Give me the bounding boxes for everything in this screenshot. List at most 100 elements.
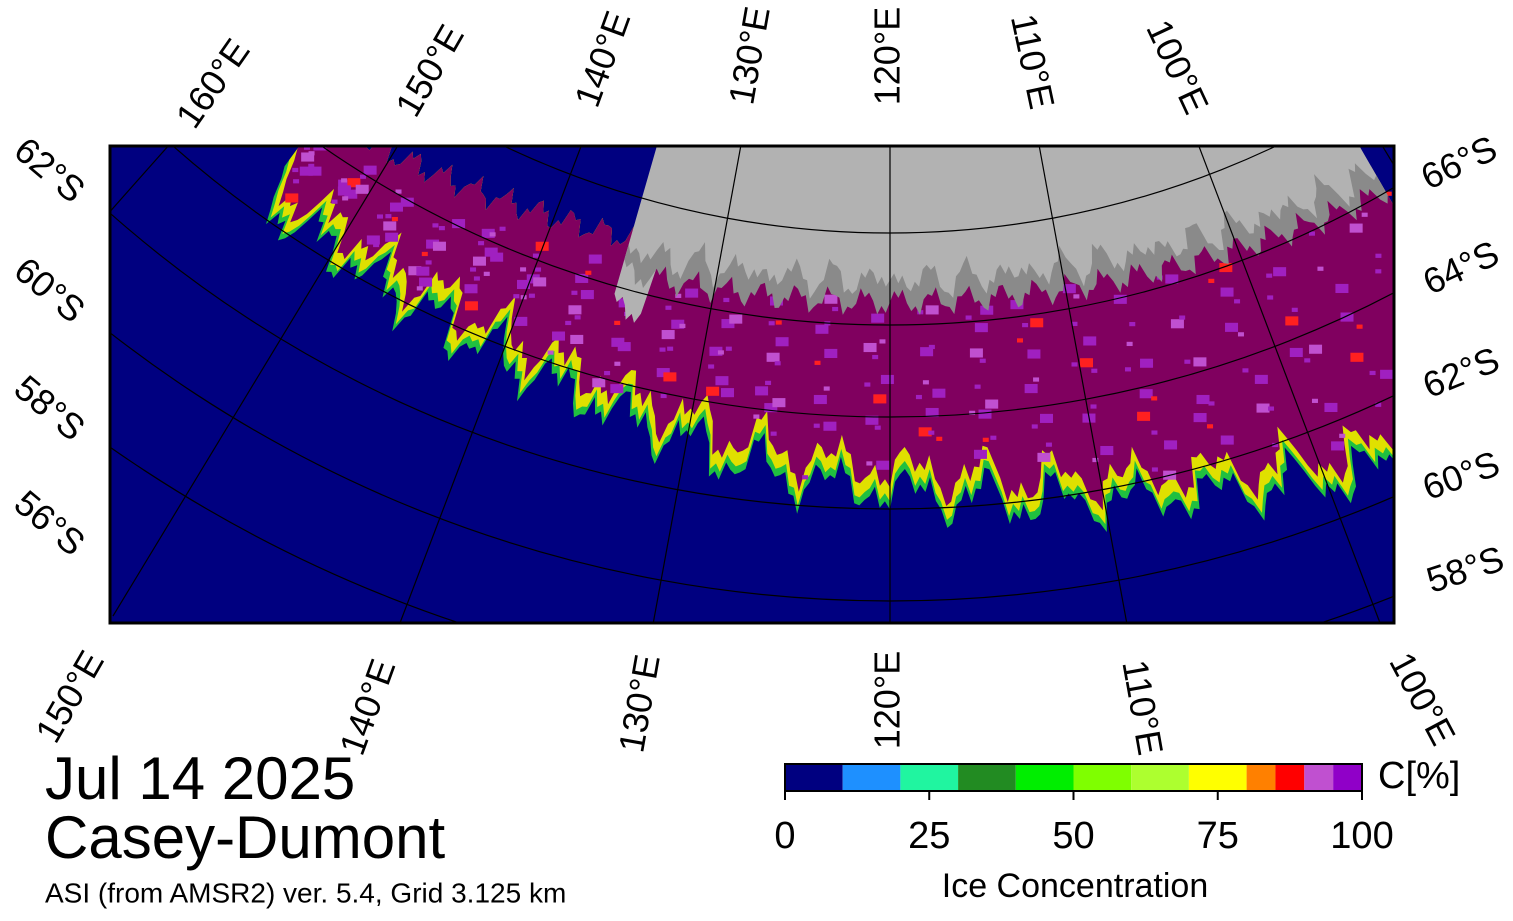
- ice-patch: [514, 316, 528, 326]
- colorbar-tick-label: 50: [1052, 815, 1094, 857]
- region: Casey-Dumont: [45, 804, 445, 871]
- meridian: [112, 146, 399, 617]
- ice-patch: [383, 221, 397, 231]
- ice-patch: [1289, 347, 1303, 358]
- ice-patch: [472, 256, 486, 266]
- ice-patch: [1037, 452, 1051, 462]
- ice-patch: [1404, 321, 1417, 330]
- ice-patch: [565, 320, 572, 326]
- coordinate-label: 62°S: [7, 129, 93, 211]
- ice-patch: [965, 315, 972, 320]
- ice-patch: [610, 384, 624, 394]
- ice-patch: [1033, 377, 1040, 382]
- ice-patch: [969, 348, 983, 358]
- ice-patch: [978, 409, 992, 419]
- ice-patch: [1375, 402, 1382, 407]
- ice-patch: [721, 388, 735, 398]
- ice-patch: [1080, 358, 1094, 368]
- ice-patch: [592, 378, 606, 388]
- ice-patch: [395, 189, 402, 194]
- colorbar-segment: [1275, 764, 1305, 791]
- colorbar-tick-label: 25: [908, 815, 950, 857]
- ice-patch: [775, 337, 789, 347]
- coordinate-label: 100°E: [1138, 13, 1217, 120]
- ice-patch: [824, 348, 838, 359]
- ice-patch: [1124, 367, 1131, 372]
- ice-patch: [768, 321, 775, 326]
- ice-patch: [292, 167, 299, 173]
- ice-patch: [1193, 413, 1207, 423]
- coordinate-label: 60°S: [1417, 443, 1505, 508]
- ice-patch: [574, 315, 581, 320]
- ice-patch: [832, 306, 839, 312]
- ice-patch: [293, 179, 300, 184]
- ice-patch: [614, 320, 621, 326]
- ice-patch: [483, 271, 490, 276]
- ice-patch: [426, 239, 440, 249]
- ice-patch: [580, 290, 594, 300]
- ice-patch: [1268, 406, 1275, 411]
- ice-patch: [308, 151, 315, 156]
- ice-patch: [614, 361, 621, 366]
- ice-patch: [709, 346, 723, 356]
- ice-patch: [1022, 323, 1029, 328]
- ice-patch: [1242, 368, 1249, 373]
- coordinate-label: 62°S: [1417, 339, 1505, 406]
- ice-patch: [363, 165, 377, 175]
- ice-patch: [547, 350, 554, 355]
- ice-patch: [873, 394, 887, 404]
- ice-patch: [1331, 441, 1345, 451]
- ice-patch: [928, 430, 935, 435]
- ice-patch: [1024, 384, 1038, 394]
- ice-patch: [764, 403, 778, 413]
- ice-patch: [755, 386, 769, 396]
- ice-patch: [1071, 321, 1078, 326]
- ice-patch: [1317, 266, 1324, 271]
- ice-patch: [815, 324, 829, 334]
- coordinate-label: 56°S: [7, 482, 93, 564]
- ice-shelf: [624, 163, 1388, 315]
- date: Jul 14 2025: [45, 745, 355, 812]
- ice-patch: [685, 288, 699, 298]
- ice-patch: [464, 284, 478, 294]
- ice-patch: [922, 380, 929, 385]
- colorbar-segment: [1188, 764, 1247, 791]
- ice-patch: [389, 202, 403, 212]
- ice-patch: [1339, 433, 1346, 438]
- colorbar-segment: [958, 764, 1016, 791]
- sea-ice: [278, 146, 1394, 511]
- ice-patch: [679, 323, 686, 328]
- ice-patch: [659, 347, 666, 352]
- ice-patch: [1027, 349, 1041, 359]
- ice-patch: [1311, 398, 1318, 403]
- ice-patch: [973, 449, 987, 459]
- ice-patch: [717, 350, 724, 355]
- coordinate-label: 130°E: [720, 3, 777, 107]
- meridian: [399, 146, 582, 623]
- ice-patch: [813, 394, 827, 405]
- ice-patch: [1225, 322, 1239, 332]
- ice-patch: [331, 199, 338, 204]
- ice-patch: [484, 247, 498, 257]
- ice-patch: [473, 276, 480, 281]
- colorbar-tick-label: 0: [774, 815, 795, 857]
- ice-patch: [1254, 374, 1268, 384]
- ice-patch: [1039, 413, 1053, 423]
- ice-patch: [481, 228, 495, 238]
- ice-patch: [1403, 458, 1416, 467]
- coordinate-label: 120°E: [867, 7, 908, 105]
- ice-patch: [1220, 287, 1234, 297]
- ice-patch: [1083, 336, 1097, 346]
- ice-patch: [1193, 357, 1207, 367]
- colorbar-segment: [1333, 764, 1362, 791]
- ice-patch: [1308, 231, 1315, 236]
- parallel: [503, 146, 1277, 234]
- meridian: [1198, 146, 1381, 623]
- ice-patch: [675, 293, 682, 298]
- ice-patch: [1139, 389, 1153, 399]
- ice-patch: [408, 266, 422, 276]
- parallel: [110, 331, 1394, 602]
- ice-patch: [342, 196, 349, 201]
- ice-patch: [385, 214, 392, 219]
